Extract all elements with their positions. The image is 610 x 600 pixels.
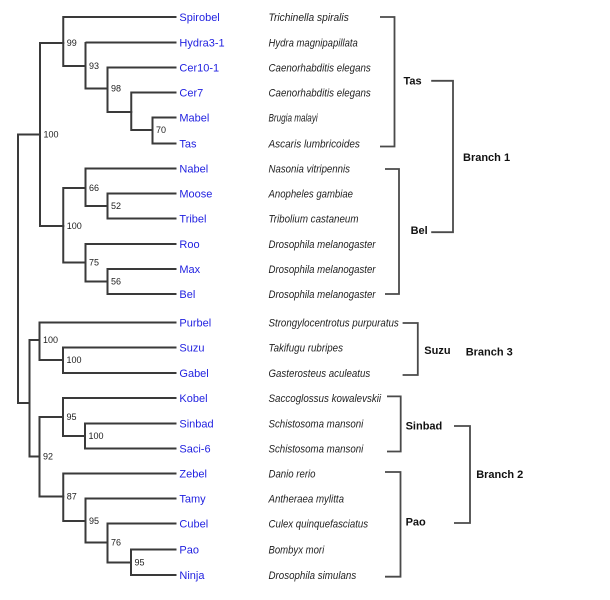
svg-text:Culex quinquefasciatus: Culex quinquefasciatus	[269, 519, 369, 531]
svg-text:Tribolium castaneum: Tribolium castaneum	[269, 214, 359, 226]
svg-text:Moose: Moose	[179, 189, 212, 201]
svg-text:75: 75	[89, 257, 99, 267]
svg-text:Roo: Roo	[179, 239, 199, 251]
svg-text:Suzu: Suzu	[179, 343, 204, 355]
svg-text:92: 92	[43, 451, 53, 461]
svg-text:93: 93	[89, 61, 99, 71]
svg-text:Drosophila melanogaster: Drosophila melanogaster	[269, 239, 376, 251]
svg-text:Sinbad: Sinbad	[179, 419, 213, 431]
svg-text:Drosophila melanogaster: Drosophila melanogaster	[269, 289, 376, 301]
svg-text:95: 95	[67, 412, 77, 422]
svg-text:100: 100	[43, 335, 58, 345]
svg-text:Zebel: Zebel	[179, 469, 207, 481]
svg-text:Takifugu rubripes: Takifugu rubripes	[269, 343, 344, 355]
svg-text:98: 98	[111, 83, 121, 93]
svg-text:Gasterosteus aculeatus: Gasterosteus aculeatus	[269, 368, 371, 380]
svg-text:Tas: Tas	[179, 139, 197, 151]
svg-text:Bel: Bel	[179, 289, 195, 301]
svg-text:Cer10-1: Cer10-1	[179, 63, 219, 75]
svg-text:Pao: Pao	[406, 517, 426, 529]
svg-text:Strongylocentrotus purpuratus: Strongylocentrotus purpuratus	[269, 318, 400, 330]
svg-text:100: 100	[89, 431, 104, 441]
svg-text:66: 66	[89, 183, 99, 193]
svg-text:Saccoglossus kowalevskii: Saccoglossus kowalevskii	[269, 393, 382, 405]
svg-text:Hydra3-1: Hydra3-1	[179, 38, 224, 50]
svg-text:Tamy: Tamy	[179, 494, 206, 506]
svg-text:Brugia malayi: Brugia malayi	[269, 113, 319, 125]
svg-text:95: 95	[89, 516, 99, 526]
svg-text:Ascaris lumbricoides: Ascaris lumbricoides	[268, 139, 361, 151]
svg-text:95: 95	[135, 557, 145, 567]
svg-text:Max: Max	[179, 264, 200, 276]
svg-text:Nasonia vitripennis: Nasonia vitripennis	[269, 164, 351, 176]
svg-text:Kobel: Kobel	[179, 393, 207, 405]
svg-text:Branch 3: Branch 3	[466, 346, 513, 358]
svg-text:Tas: Tas	[404, 76, 422, 88]
svg-text:Antheraea mylitta: Antheraea mylitta	[268, 494, 344, 506]
svg-text:100: 100	[67, 221, 82, 231]
svg-text:87: 87	[67, 491, 77, 501]
svg-text:Cubel: Cubel	[179, 519, 208, 531]
svg-text:56: 56	[111, 276, 121, 286]
svg-text:Schistosoma mansoni: Schistosoma mansoni	[269, 444, 364, 456]
svg-text:Trichinella spiralis: Trichinella spiralis	[269, 12, 350, 24]
svg-text:Ninja: Ninja	[179, 570, 205, 582]
svg-text:Drosophila melanogaster: Drosophila melanogaster	[269, 264, 376, 276]
svg-text:70: 70	[156, 125, 166, 135]
svg-text:Gabel: Gabel	[179, 368, 208, 380]
svg-text:Saci-6: Saci-6	[179, 444, 210, 456]
svg-text:Bel: Bel	[411, 225, 428, 237]
svg-text:Tribel: Tribel	[179, 214, 206, 226]
svg-text:Mabel: Mabel	[179, 113, 209, 125]
svg-text:Branch 1: Branch 1	[463, 152, 510, 164]
svg-text:100: 100	[44, 129, 59, 139]
svg-text:99: 99	[67, 38, 77, 48]
svg-text:Caenorhabditis elegans: Caenorhabditis elegans	[269, 63, 372, 75]
svg-text:Hydra magnipapillata: Hydra magnipapillata	[269, 38, 358, 50]
svg-text:Sinbad: Sinbad	[406, 421, 443, 433]
svg-text:Schistosoma mansoni: Schistosoma mansoni	[269, 419, 364, 431]
svg-text:Danio rerio: Danio rerio	[269, 469, 316, 481]
svg-text:52: 52	[111, 201, 121, 211]
svg-text:Caenorhabditis elegans: Caenorhabditis elegans	[269, 88, 372, 100]
svg-text:Branch 2: Branch 2	[476, 469, 523, 481]
svg-text:Anopheles gambiae: Anopheles gambiae	[268, 189, 353, 201]
svg-text:76: 76	[111, 537, 121, 547]
svg-text:100: 100	[67, 355, 82, 365]
svg-text:Suzu: Suzu	[424, 345, 450, 357]
svg-text:Pao: Pao	[179, 545, 199, 557]
svg-text:Cer7: Cer7	[179, 88, 203, 100]
svg-text:Purbel: Purbel	[179, 318, 211, 330]
svg-text:Bombyx mori: Bombyx mori	[269, 545, 325, 557]
svg-text:Drosophila simulans: Drosophila simulans	[269, 570, 357, 582]
svg-text:Spirobel: Spirobel	[179, 12, 219, 24]
svg-text:Nabel: Nabel	[179, 164, 208, 176]
